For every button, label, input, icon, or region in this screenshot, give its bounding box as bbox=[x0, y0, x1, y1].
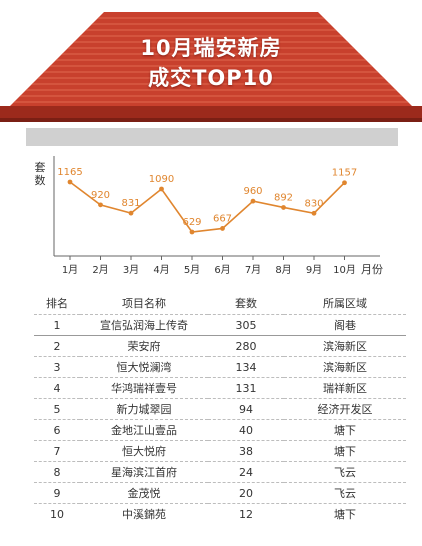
data-point bbox=[311, 210, 317, 216]
project-cell: 宣信弘润海上传奇 bbox=[80, 314, 208, 336]
x-tick-label: 5月 bbox=[184, 264, 200, 276]
district-cell: 瑞祥新区 bbox=[284, 377, 406, 399]
units-cell: 24 bbox=[208, 461, 284, 483]
header-project-name: 项目名称 bbox=[122, 297, 166, 310]
units-cell: 280 bbox=[208, 335, 284, 357]
data-label: 831 bbox=[121, 198, 140, 209]
data-label: 1157 bbox=[332, 168, 357, 179]
project-cell: 新力城翠园 bbox=[80, 398, 208, 420]
y-axis-label-1: 套 bbox=[35, 161, 46, 174]
chart-title-line-1: 10月瑞安新房 bbox=[140, 36, 282, 60]
roof-graphic bbox=[0, 12, 422, 122]
table-row: 8 星海滨江首府 24 飞云 bbox=[34, 461, 406, 483]
rank-cell: 5 bbox=[34, 398, 80, 420]
data-point bbox=[67, 179, 73, 185]
table-row: 7 恒大悦府 38 塘下 bbox=[34, 440, 406, 462]
data-label: 1165 bbox=[57, 167, 82, 178]
units-cell: 94 bbox=[208, 398, 284, 420]
roof-stripes bbox=[14, 17, 408, 103]
ranking-table: 排名 项目名称 套数 所属区域 1 宣信弘润海上传奇 305 阁巷 2 荣安府 280 滨海… bbox=[34, 292, 406, 524]
x-tick-label: 9月 bbox=[306, 264, 322, 276]
table-row: 6 金地江山壹品 40 塘下 bbox=[34, 419, 406, 441]
header-units: 套数 bbox=[235, 297, 257, 310]
roof-eave bbox=[0, 106, 422, 120]
x-tick-label: 2月 bbox=[92, 264, 108, 276]
line-chart: 套 数 月份 1165 1月 920 2月 831 3月 1090 4月 629 5月 667 6月 9… bbox=[35, 156, 383, 276]
table-row: 10 中溪錦苑 12 塘下 bbox=[34, 503, 406, 524]
units-cell: 131 bbox=[208, 377, 284, 399]
rank-cell: 2 bbox=[34, 335, 80, 357]
data-label: 892 bbox=[274, 192, 293, 203]
table-row: 2 荣安府 280 滨海新区 bbox=[34, 335, 406, 357]
x-tick-label: 3月 bbox=[123, 264, 139, 276]
table-row: 1 宣信弘润海上传奇 305 阁巷 bbox=[34, 314, 406, 336]
table-row: 5 新力城翠园 94 经济开发区 bbox=[34, 398, 406, 420]
x-tick-label: 4月 bbox=[153, 264, 169, 276]
project-cell: 星海滨江首府 bbox=[80, 461, 208, 483]
rank-cell: 7 bbox=[34, 440, 80, 462]
project-cell: 恒大悦澜湾 bbox=[80, 356, 208, 378]
x-tick-label: 7月 bbox=[245, 264, 261, 276]
project-cell: 荣安府 bbox=[80, 335, 208, 357]
rank-cell: 6 bbox=[34, 419, 80, 441]
rank-cell: 1 bbox=[34, 314, 80, 336]
units-cell: 38 bbox=[208, 440, 284, 462]
table-row: 4 华鸿瑞祥壹号 131 瑞祥新区 bbox=[34, 377, 406, 399]
district-cell: 滨海新区 bbox=[284, 356, 406, 378]
rank-cell: 4 bbox=[34, 377, 80, 399]
table-row: 3 恒大悦澜湾 134 滨海新区 bbox=[34, 356, 406, 378]
district-cell: 塘下 bbox=[284, 419, 406, 441]
data-label: 667 bbox=[213, 213, 232, 224]
project-cell: 恒大悦府 bbox=[80, 440, 208, 462]
table-header-row: 排名 项目名称 套数 所属区域 bbox=[34, 292, 406, 315]
table-row: 9 金茂悦 20 飞云 bbox=[34, 482, 406, 504]
rank-cell: 3 bbox=[34, 356, 80, 378]
header-district: 所属区域 bbox=[323, 297, 367, 310]
data-point bbox=[342, 180, 347, 186]
data-label: 1090 bbox=[149, 174, 174, 185]
project-cell: 金茂悦 bbox=[80, 482, 208, 504]
house-wall bbox=[26, 128, 398, 146]
project-cell: 中溪錦苑 bbox=[80, 503, 208, 524]
units-cell: 20 bbox=[208, 482, 284, 504]
roof-eave-shadow bbox=[0, 118, 422, 122]
district-cell: 塘下 bbox=[284, 503, 406, 524]
project-cell: 华鸿瑞祥壹号 bbox=[80, 377, 208, 399]
district-cell: 滨海新区 bbox=[284, 335, 406, 357]
x-tick-label: 10月 bbox=[333, 264, 356, 276]
data-point bbox=[220, 226, 225, 231]
rank-cell: 8 bbox=[34, 461, 80, 483]
units-cell: 305 bbox=[208, 314, 284, 336]
data-point bbox=[159, 186, 164, 192]
district-cell: 经济开发区 bbox=[284, 398, 406, 420]
data-label: 920 bbox=[91, 190, 110, 201]
data-point bbox=[98, 202, 103, 208]
data-point bbox=[128, 210, 134, 216]
data-point bbox=[189, 229, 195, 235]
units-cell: 12 bbox=[208, 503, 284, 524]
header-rank: 排名 bbox=[46, 297, 68, 310]
district-cell: 飞云 bbox=[284, 482, 406, 504]
data-label: 629 bbox=[182, 217, 201, 228]
x-tick-label: 1月 bbox=[62, 264, 78, 276]
chart-title-line-2: 成交TOP10 bbox=[148, 66, 274, 90]
rank-cell: 9 bbox=[34, 482, 80, 504]
project-cell: 金地江山壹品 bbox=[80, 419, 208, 441]
district-cell: 塘下 bbox=[284, 440, 406, 462]
x-axis-label: 月份 bbox=[361, 263, 383, 276]
y-axis-label-2: 数 bbox=[35, 174, 46, 187]
data-point bbox=[281, 205, 286, 210]
district-cell: 飞云 bbox=[284, 461, 406, 483]
x-tick-label: 6月 bbox=[214, 264, 230, 276]
data-label: 830 bbox=[304, 198, 323, 209]
district-cell: 阁巷 bbox=[284, 314, 406, 336]
x-tick-label: 8月 bbox=[275, 264, 291, 276]
units-cell: 134 bbox=[208, 356, 284, 378]
rank-cell: 10 bbox=[34, 503, 80, 524]
series-line bbox=[69, 181, 346, 233]
units-cell: 40 bbox=[208, 419, 284, 441]
data-point bbox=[250, 198, 256, 204]
data-label: 960 bbox=[243, 186, 262, 197]
